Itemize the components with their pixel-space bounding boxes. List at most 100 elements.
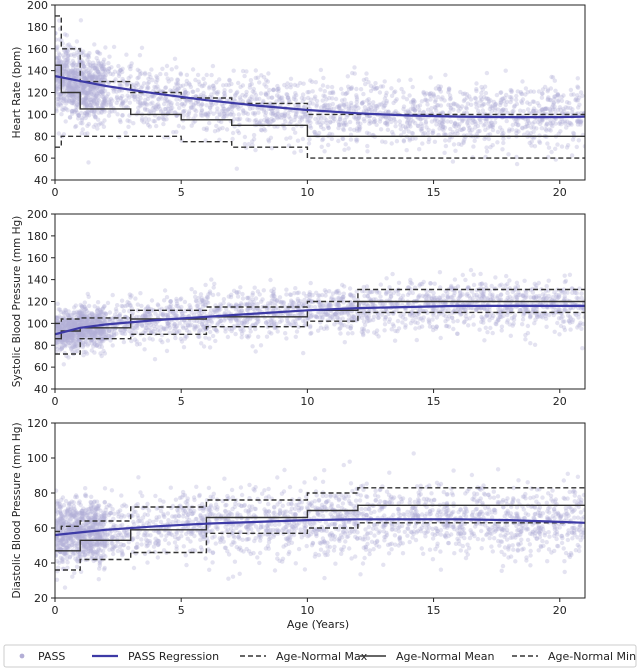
scatter-point — [304, 294, 309, 299]
scatter-point — [72, 319, 77, 324]
scatter-point — [320, 316, 325, 321]
scatter-point — [71, 330, 76, 336]
scatter-point — [291, 96, 297, 102]
scatter-point — [88, 329, 93, 335]
scatter-point — [267, 87, 272, 93]
scatter-point — [439, 306, 444, 312]
scatter-point — [55, 96, 60, 102]
scatter-point — [471, 292, 477, 298]
scatter-point — [81, 330, 86, 335]
scatter-point — [473, 120, 478, 125]
scatter-point — [425, 98, 430, 103]
scatter-point — [186, 115, 191, 120]
scatter-point — [59, 321, 64, 326]
scatter-point — [424, 91, 429, 96]
scatter-point — [348, 292, 353, 297]
scatter-point — [309, 299, 315, 304]
scatter-point — [259, 128, 264, 133]
scatter-point — [382, 96, 388, 101]
scatter-point — [307, 292, 313, 297]
scatter-point — [115, 112, 120, 117]
scatter-point — [392, 117, 397, 122]
scatter-point — [69, 87, 74, 92]
scatter-point — [162, 288, 168, 293]
scatter-point — [440, 110, 445, 115]
scatter-point — [80, 305, 85, 310]
scatter-point — [93, 94, 98, 100]
scatter-point — [70, 100, 75, 106]
scatter-point — [344, 101, 349, 106]
scatter-point — [93, 115, 98, 120]
scatter-point — [89, 332, 95, 337]
scatter-point — [84, 322, 90, 327]
scatter-point — [282, 113, 287, 119]
scatter-point — [426, 317, 431, 322]
scatter-point — [100, 121, 105, 126]
scatter-point — [503, 68, 508, 73]
scatter-point — [100, 311, 106, 316]
scatter-point — [89, 327, 95, 332]
scatter-point — [495, 140, 500, 145]
scatter-point — [247, 106, 253, 111]
scatter-point — [305, 95, 311, 101]
scatter-point — [308, 304, 314, 309]
scatter-point — [106, 91, 111, 97]
scatter-point — [408, 77, 413, 83]
scatter-point — [431, 93, 436, 98]
scatter-point — [349, 85, 354, 90]
scatter-point — [75, 67, 81, 73]
scatter-point — [509, 88, 514, 94]
scatter-point — [84, 75, 89, 81]
scatter-point — [547, 108, 553, 113]
scatter-point — [136, 105, 141, 111]
scatter-point — [530, 99, 536, 104]
scatter-point — [181, 113, 186, 118]
scatter-point — [366, 318, 371, 323]
scatter-point — [96, 110, 101, 115]
scatter-point — [89, 94, 94, 99]
scatter-point — [215, 128, 221, 133]
scatter-point — [342, 122, 347, 127]
scatter-point — [432, 139, 438, 144]
scatter-point — [98, 329, 103, 335]
scatter-point — [391, 115, 396, 121]
scatter-point — [209, 277, 214, 282]
scatter-point — [175, 78, 181, 83]
scatter-point — [95, 49, 101, 55]
scatter-point — [65, 54, 71, 59]
scatter-point — [275, 329, 280, 334]
scatter-point — [250, 322, 255, 328]
x-tick-label: 10 — [300, 186, 314, 199]
scatter-point — [90, 63, 96, 69]
scatter-point — [576, 323, 581, 328]
scatter-point — [81, 77, 87, 82]
scatter-point — [210, 95, 215, 100]
scatter-point — [221, 109, 226, 114]
scatter-point — [61, 310, 66, 315]
scatter-point — [352, 315, 357, 321]
scatter-point — [56, 339, 61, 345]
scatter-point — [121, 339, 127, 345]
scatter-point — [426, 127, 431, 133]
scatter-point — [484, 96, 489, 101]
scatter-point — [168, 303, 174, 308]
scatter-point — [55, 31, 58, 36]
scatter-point — [363, 108, 369, 113]
scatter-point — [138, 101, 143, 106]
scatter-point — [519, 91, 525, 97]
scatter-point — [285, 81, 290, 86]
scatter-point — [392, 338, 398, 343]
scatter-point — [451, 319, 456, 324]
scatter-point — [575, 119, 580, 125]
scatter-point — [417, 325, 422, 330]
scatter-point — [344, 91, 349, 96]
scatter-point — [551, 312, 556, 318]
scatter-point — [384, 276, 389, 281]
scatter-point — [575, 93, 580, 98]
scatter-point — [66, 333, 71, 338]
scatter-point — [404, 120, 410, 126]
scatter-point — [169, 102, 174, 108]
scatter-point — [493, 101, 498, 107]
scatter-point — [75, 72, 81, 77]
scatter-point — [174, 303, 179, 309]
